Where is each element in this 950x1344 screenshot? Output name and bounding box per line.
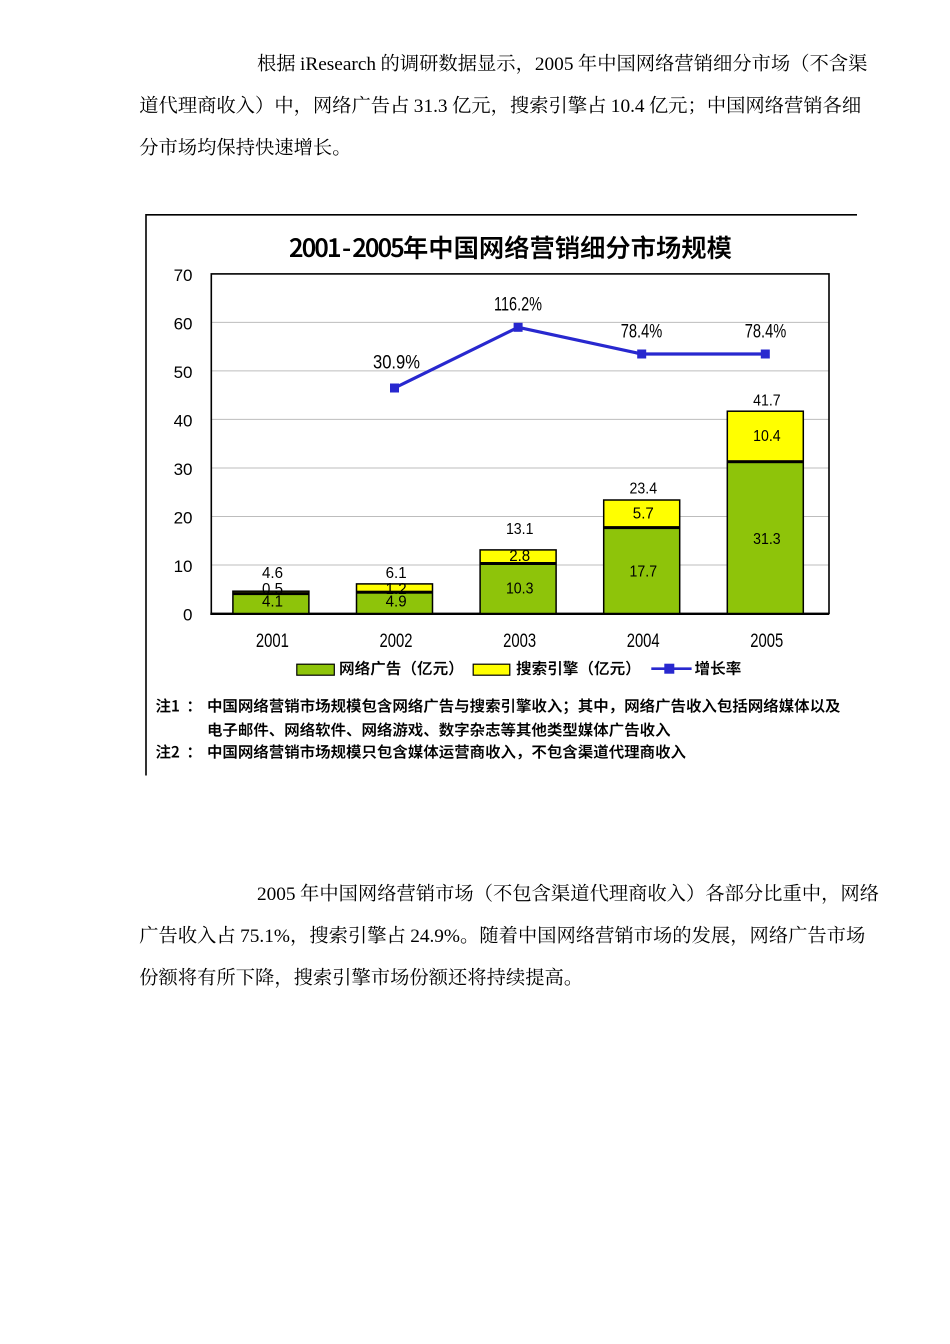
svg-text:4.6: 4.6	[262, 565, 283, 582]
svg-text:6.1: 6.1	[386, 565, 407, 582]
svg-text:31.3: 31.3	[414, 96, 448, 117]
svg-text:2003: 2003	[503, 631, 536, 652]
svg-text:10: 10	[174, 557, 193, 576]
svg-text:0.5: 0.5	[262, 581, 283, 598]
svg-text:2005: 2005	[535, 54, 574, 75]
svg-text:2.8: 2.8	[509, 548, 530, 565]
svg-text:75.1%: 75.1%	[240, 926, 290, 947]
svg-text:23.4: 23.4	[630, 481, 658, 498]
svg-text:2005: 2005	[750, 631, 783, 652]
svg-text:60: 60	[174, 314, 193, 333]
svg-text:2004: 2004	[627, 631, 660, 652]
svg-text:10.4: 10.4	[611, 96, 645, 117]
svg-text:20: 20	[174, 509, 193, 528]
svg-text:4.9: 4.9	[386, 594, 407, 611]
svg-text:1.2: 1.2	[386, 581, 407, 598]
svg-text:2002: 2002	[380, 631, 413, 652]
svg-text:50: 50	[174, 363, 193, 382]
svg-text:70: 70	[174, 266, 193, 285]
svg-text:0: 0	[183, 606, 192, 625]
svg-text:30.9%: 30.9%	[373, 353, 420, 374]
svg-text:2001: 2001	[256, 631, 289, 652]
svg-text:iResearch: iResearch	[300, 54, 376, 75]
svg-text:40: 40	[174, 411, 193, 430]
svg-text:30: 30	[174, 460, 193, 479]
svg-text:10.3: 10.3	[506, 581, 534, 598]
svg-text:31.3: 31.3	[753, 531, 781, 548]
svg-text:78.4%: 78.4%	[745, 322, 787, 343]
svg-text:13.1: 13.1	[506, 521, 534, 538]
svg-text:4.1: 4.1	[262, 594, 283, 611]
svg-text:17.7: 17.7	[630, 564, 658, 581]
svg-text:78.4%: 78.4%	[621, 322, 663, 343]
svg-text:116.2%: 116.2%	[494, 295, 542, 316]
svg-text:10.4: 10.4	[753, 428, 781, 445]
svg-text:2005: 2005	[257, 884, 296, 905]
svg-text:5.7: 5.7	[633, 506, 654, 523]
svg-text:41.7: 41.7	[753, 393, 781, 410]
svg-text:24.9%: 24.9%	[410, 926, 460, 947]
